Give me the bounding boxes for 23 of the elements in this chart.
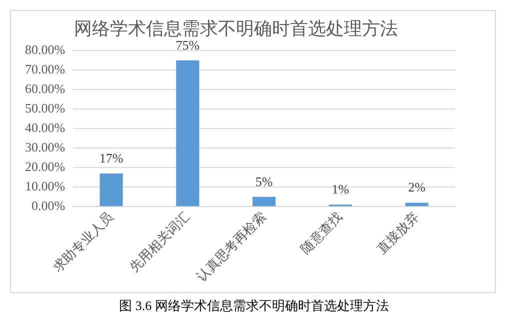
y-tick-label: 20.00% [24, 159, 66, 174]
bar [405, 202, 428, 206]
x-tick-label: 随意查找 [298, 209, 345, 256]
y-tick-label: 40.00% [24, 120, 66, 136]
x-tick-label: 认真思考再检索 [194, 209, 269, 284]
y-tick-label: 70.00% [24, 62, 66, 77]
y-tick-label: 30.00% [24, 140, 66, 155]
x-tick-label: 先用相关词汇 [126, 209, 192, 275]
data-label: 2% [408, 180, 426, 195]
y-tick-label: 50.00% [24, 100, 66, 116]
y-tick-label: 80.00% [24, 42, 66, 58]
chart-title: 网络学术信息需求不明确时首选处理方法 [74, 18, 398, 39]
y-tick-label: 10.00% [24, 178, 66, 194]
y-tick-label: 60.00% [24, 81, 66, 96]
bar [176, 60, 200, 206]
bar [252, 196, 276, 206]
data-label: 1% [332, 182, 350, 197]
caption: 图 3.6 网络学术信息需求不明确时首选处理方法 [118, 297, 390, 315]
x-tick-label: 直接放弃 [374, 209, 422, 256]
data-label: 5% [255, 174, 273, 189]
bar [100, 173, 123, 206]
data-label: 75% [176, 37, 200, 52]
data-label: 17% [99, 150, 124, 166]
